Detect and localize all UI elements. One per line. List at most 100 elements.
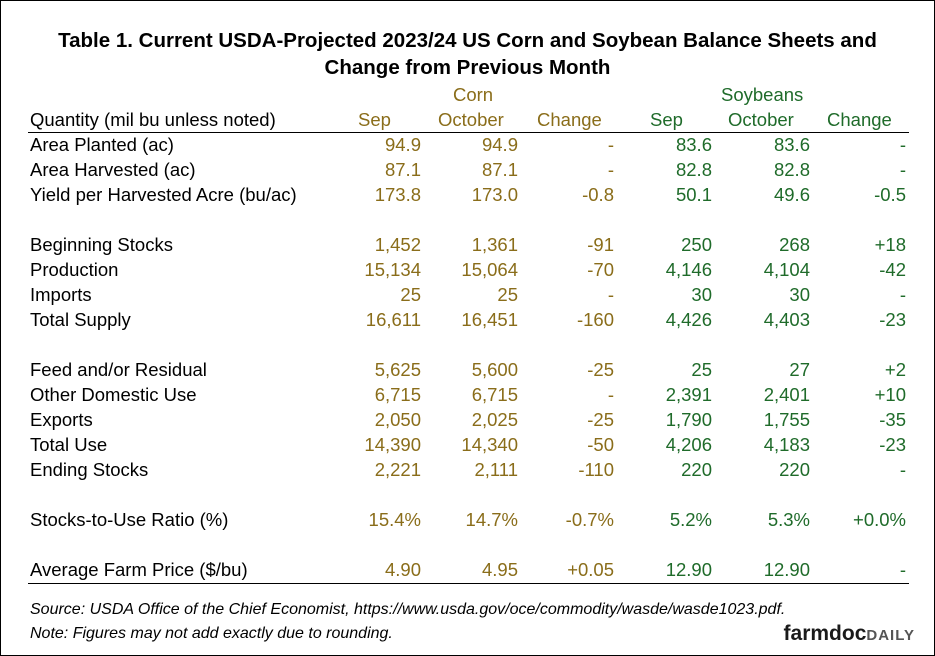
cell-soy-sep: 4,146 [665, 259, 712, 280]
corn-col-sep: Sep [358, 109, 391, 130]
cell-soy-change: +10 [874, 384, 906, 405]
row-label: Imports [30, 284, 92, 305]
cell-corn-change: -50 [587, 434, 614, 455]
row-label: Ending Stocks [30, 459, 149, 480]
cell-corn-sep: 25 [400, 284, 421, 305]
cell-soy-october: 83.6 [773, 134, 810, 155]
cell-soy-sep: 12.90 [665, 559, 712, 580]
cell-corn-sep: 94.9 [384, 134, 421, 155]
row-label: Exports [30, 409, 93, 430]
cell-soy-change: -35 [879, 409, 906, 430]
cell-corn-change: -0.8 [582, 184, 614, 205]
row-label: Average Farm Price ($/bu) [30, 559, 248, 580]
cell-corn-october: 6,715 [471, 384, 518, 405]
cell-corn-october: 173.0 [471, 184, 518, 205]
cell-soy-change: +18 [874, 234, 906, 255]
cell-corn-october: 2,025 [471, 409, 518, 430]
cell-corn-october: 94.9 [481, 134, 518, 155]
cell-corn-october: 4.95 [481, 559, 518, 580]
table-title: Table 1. Current USDA-Projected 2023/24 … [0, 27, 935, 81]
cell-soy-october: 5.3% [767, 509, 810, 530]
cell-corn-change: +0.05 [567, 559, 614, 580]
cell-corn-change: -160 [576, 309, 614, 330]
cell-corn-october: 1,361 [471, 234, 518, 255]
cell-corn-sep: 87.1 [384, 159, 421, 180]
row-label: Area Harvested (ac) [30, 159, 196, 180]
cell-corn-october: 5,600 [471, 359, 518, 380]
cell-corn-october: 15,064 [461, 259, 518, 280]
rounding-note: Note: Figures may not add exactly due to… [30, 625, 393, 642]
cell-soy-change: - [899, 459, 906, 480]
cell-soy-sep: 83.6 [675, 134, 712, 155]
cell-corn-change: - [607, 284, 614, 305]
row-label: Total Use [30, 434, 108, 455]
cell-corn-sep: 15,134 [364, 259, 421, 280]
cell-corn-change: -91 [587, 234, 614, 255]
cell-corn-sep: 2,050 [374, 409, 421, 430]
cell-soy-october: 12.90 [763, 559, 810, 580]
cell-soy-change: - [899, 559, 906, 580]
cell-soy-sep: 220 [681, 459, 712, 480]
cell-corn-change: -70 [587, 259, 614, 280]
cell-soy-october: 82.8 [773, 159, 810, 180]
cell-soy-change: -42 [879, 259, 906, 280]
cell-soy-sep: 5.2% [669, 509, 712, 530]
cell-soy-october: 4,183 [763, 434, 810, 455]
soy-col-change: Change [827, 109, 892, 130]
row-label: Yield per Harvested Acre (bu/ac) [30, 184, 297, 205]
header-rule [28, 132, 909, 133]
cell-corn-change: - [607, 384, 614, 405]
cell-soy-change: -0.5 [874, 184, 906, 205]
cell-corn-sep: 173.8 [374, 184, 421, 205]
cell-soy-change: +2 [884, 359, 906, 380]
cell-soy-october: 4,104 [763, 259, 810, 280]
cell-soy-sep: 1,790 [665, 409, 712, 430]
cell-soy-october: 27 [789, 359, 810, 380]
row-label: Stocks-to-Use Ratio (%) [30, 509, 229, 530]
row-label: Total Supply [30, 309, 131, 330]
cell-soy-change: - [899, 284, 906, 305]
cell-corn-change: -110 [578, 459, 614, 480]
source-note: Source: USDA Office of the Chief Economi… [30, 601, 786, 618]
cell-corn-october: 14.7% [465, 509, 518, 530]
logo-sub: DAILY [866, 627, 915, 644]
cell-corn-october: 16,451 [461, 309, 518, 330]
cell-soy-sep: 30 [691, 284, 712, 305]
cell-corn-sep: 5,625 [374, 359, 421, 380]
corn-group-header: Corn [453, 84, 494, 105]
cell-corn-sep: 14,390 [364, 434, 421, 455]
row-label: Production [30, 259, 119, 280]
cell-soy-change: -23 [879, 309, 906, 330]
corn-col-october: October [438, 109, 504, 130]
logo-main: farmdoc [783, 622, 867, 645]
soybeans-group-header: Soybeans [721, 84, 804, 105]
cell-soy-october: 4,403 [763, 309, 810, 330]
cell-corn-change: -0.7% [565, 509, 614, 530]
cell-corn-sep: 2,221 [374, 459, 421, 480]
row-label: Other Domestic Use [30, 384, 197, 405]
cell-corn-change: -25 [587, 359, 614, 380]
cell-soy-october: 2,401 [763, 384, 810, 405]
cell-soy-sep: 250 [681, 234, 712, 255]
cell-soy-sep: 4,206 [665, 434, 712, 455]
cell-soy-october: 49.6 [773, 184, 810, 205]
soy-col-sep: Sep [650, 109, 683, 130]
cell-corn-sep: 6,715 [374, 384, 421, 405]
cell-corn-change: - [607, 159, 614, 180]
row-label: Beginning Stocks [30, 234, 173, 255]
soy-col-october: October [728, 109, 794, 130]
quantity-header: Quantity (mil bu unless noted) [30, 109, 276, 130]
cell-soy-october: 30 [789, 284, 810, 305]
cell-corn-october: 87.1 [481, 159, 518, 180]
cell-corn-sep: 16,611 [365, 309, 421, 330]
cell-corn-october: 14,340 [461, 434, 518, 455]
cell-soy-october: 1,755 [763, 409, 810, 430]
cell-corn-sep: 15.4% [368, 509, 421, 530]
title-line-2: Change from Previous Month [324, 56, 611, 79]
cell-soy-sep: 82.8 [675, 159, 712, 180]
cell-soy-sep: 4,426 [665, 309, 712, 330]
cell-corn-change: - [607, 134, 614, 155]
cell-soy-change: -23 [879, 434, 906, 455]
title-line-1: Table 1. Current USDA-Projected 2023/24 … [58, 29, 877, 52]
cell-soy-sep: 25 [691, 359, 712, 380]
